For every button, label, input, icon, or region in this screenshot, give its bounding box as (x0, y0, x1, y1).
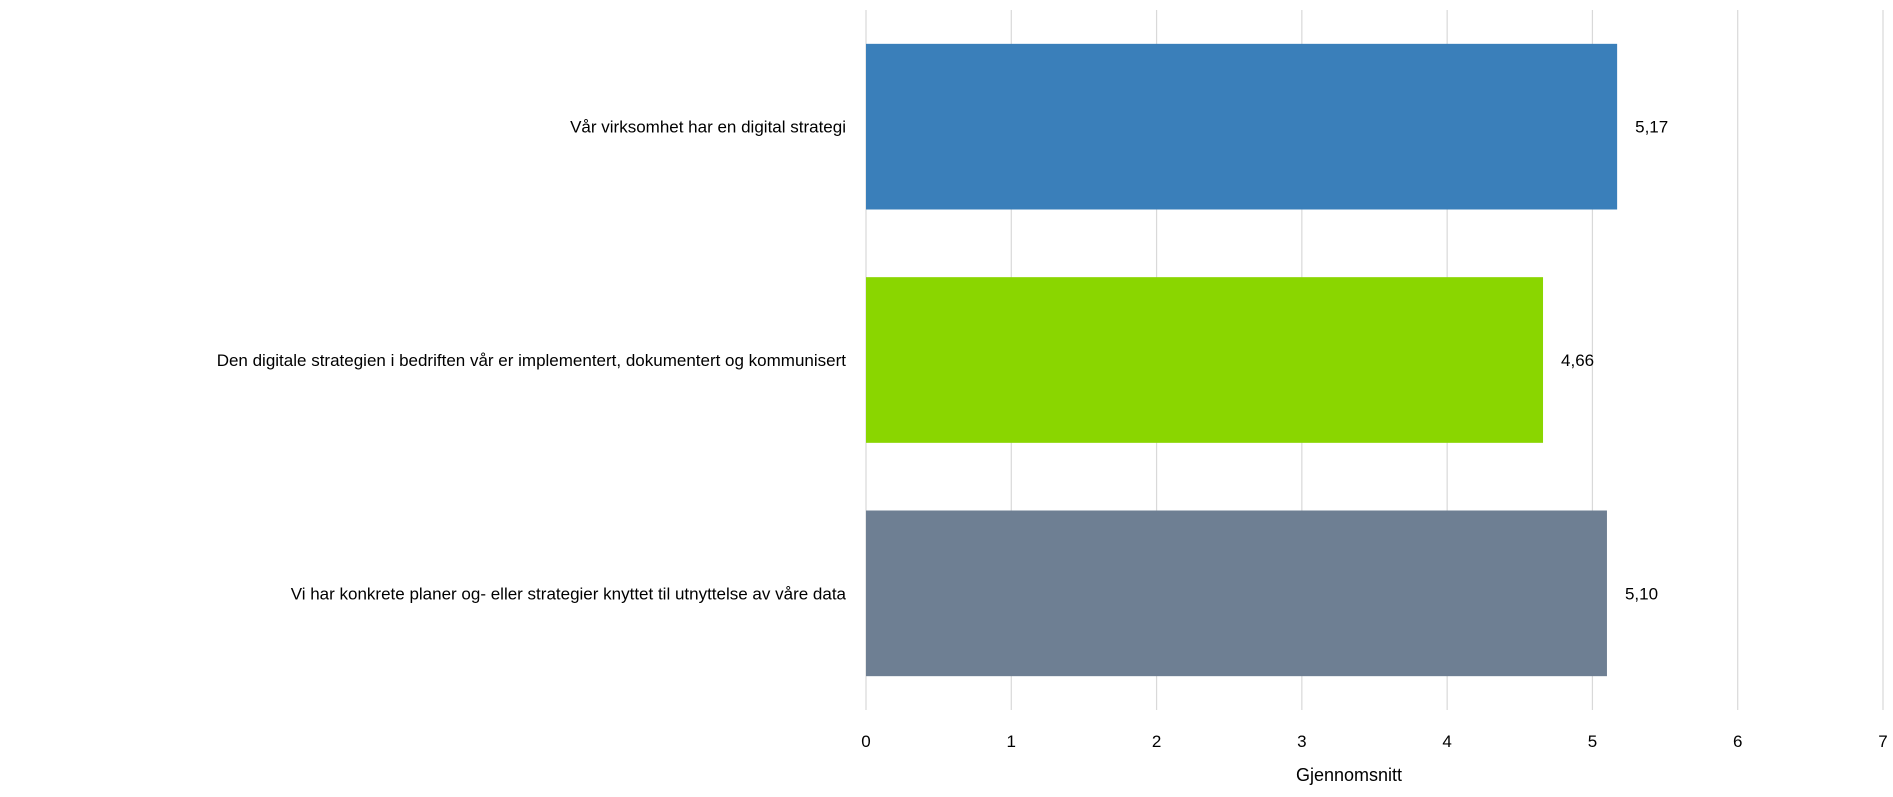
x-tick-label: 3 (1297, 732, 1306, 751)
category-label: Vår virksomhet har en digital strategi (570, 118, 846, 137)
category-label: Vi har konkrete planer og- eller strateg… (291, 584, 847, 603)
x-tick-label: 6 (1733, 732, 1742, 751)
x-tick-label: 4 (1442, 732, 1451, 751)
bar-1 (866, 43, 1618, 210)
data-label: 4,66 (1561, 351, 1594, 370)
labels: 0 1 2 3 4 5 6 7 Vår virksomhet har en digital st… (217, 118, 1888, 751)
x-tick-label: 0 (861, 732, 870, 751)
data-label: 5,10 (1625, 584, 1658, 603)
data-label: 5,17 (1635, 118, 1668, 137)
bar-3 (866, 510, 1607, 677)
x-tick-label: 1 (1007, 732, 1016, 751)
bar-2 (866, 277, 1544, 443)
category-label: Den digitale strategien i bedriften vår … (217, 351, 847, 370)
x-tick-label: 5 (1588, 732, 1597, 751)
x-axis-title: Gjennomsnitt (1296, 765, 1402, 785)
bars (866, 43, 1618, 677)
x-tick-label: 7 (1878, 732, 1887, 751)
x-tick-label: 2 (1152, 732, 1161, 751)
